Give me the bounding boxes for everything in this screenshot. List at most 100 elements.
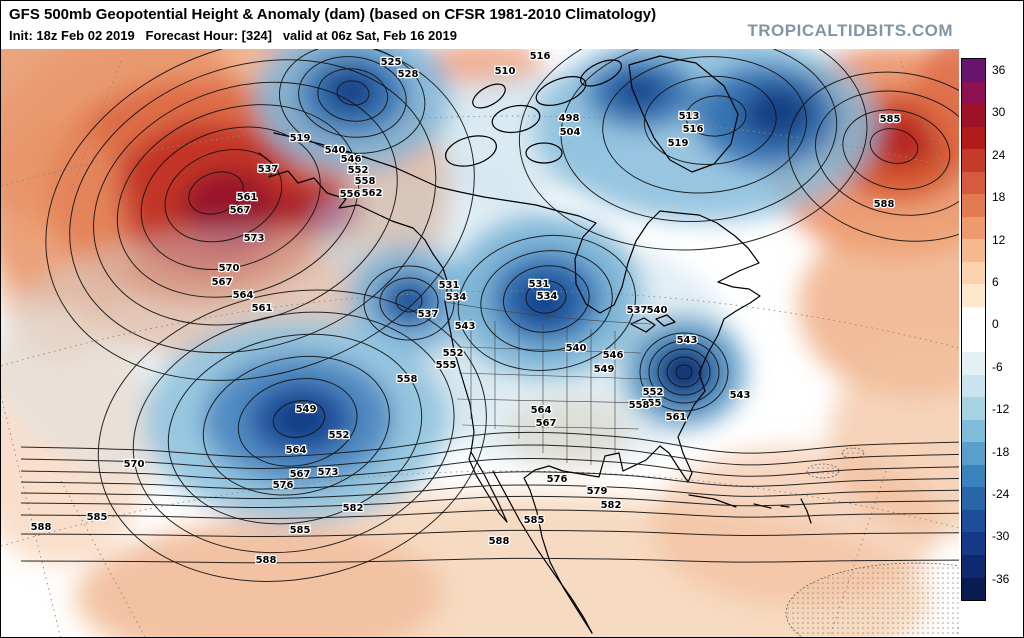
contour-value-label: 540 [566,343,587,354]
contour-value-label: 556 [340,189,361,200]
contour-value-label: 525 [381,57,402,68]
height-contour [97,289,487,582]
contour-value-label: 582 [343,503,364,514]
height-contour [188,171,244,215]
arctic-island [580,59,622,87]
colorbar-tick-label: -36 [992,571,1010,586]
height-contour [69,59,437,354]
height-contour [132,311,455,554]
anomaly-blob [392,288,424,314]
contour-value-label: 555 [436,360,457,371]
contour-value-label: 582 [601,500,622,511]
contour-value-label: 555 [641,398,662,409]
longitude-line [900,60,950,187]
colorbar-tick-label: 24 [992,147,1006,162]
contour-value-label: 573 [244,233,265,244]
longitude-line [60,480,146,637]
arctic-island [445,135,497,167]
height-contour [272,400,326,438]
height-contour [20,484,959,500]
height-contour [363,265,455,341]
contour-value-label: 543 [730,390,751,401]
contour-value-label: 564 [286,445,307,456]
colorbar-tick-label: -24 [992,487,1010,501]
contour-value-label: 564 [233,290,254,301]
colorbar-tick-label: -12 [992,402,1010,417]
contour-value-label: 588 [874,199,895,210]
contour-value-label: 552 [329,430,350,441]
longitude-line [829,470,887,637]
contour-value-label: 504 [560,127,581,138]
colorbar-tick-label: 0 [992,317,999,332]
contour-value-label: 537 [258,164,279,175]
island-stipple [841,447,865,459]
height-contour [20,509,959,520]
height-contour [685,95,747,137]
contour-value-label: 561 [666,412,687,423]
height-contour [457,234,636,371]
lesser-antilles [800,498,812,524]
contour-value-label: 549 [594,364,615,375]
height-contour [502,265,590,333]
contour-value-label: 540 [647,305,668,316]
height-contour-layer [20,49,959,582]
contour-value-label: 537 [627,305,648,316]
height-contour [20,431,959,458]
height-contour [167,333,423,525]
height-contour [643,75,777,166]
height-contour [648,340,720,404]
height-contour [675,364,693,380]
height-contour [602,56,807,194]
height-contour [317,68,389,122]
height-contour [480,250,613,352]
anomaly-blob [865,112,937,168]
contour-value-label: 576 [273,480,294,491]
arctic-island [491,104,541,134]
us-canada-border [444,301,652,325]
height-contour [93,81,398,326]
height-contour [639,332,729,412]
chart-init-forecast-valid-line: Init: 18z Feb 02 2019 Forecast Hour: [32… [9,28,457,43]
height-contour [202,355,390,496]
cuba [688,494,737,508]
latitude-line [1,290,959,367]
contour-value-label: 519 [290,133,311,144]
contour-value-label: 516 [530,51,551,62]
contour-value-label: 534 [537,291,558,302]
height-contour [20,529,959,538]
contour-value-label: 567 [212,277,233,288]
height-contour [164,148,283,243]
height-contour [237,377,358,467]
height-contour [395,289,423,313]
height-contour [20,495,959,509]
colorbar-tick-label: 6 [992,275,999,289]
height-contour [787,71,959,242]
height-contour [278,49,426,154]
contour-value-label: 558 [629,400,650,411]
contour-value-label: 585 [290,525,311,536]
contour-value-label: 510 [495,66,516,77]
contour-value-label: 519 [668,138,689,149]
height-contour [116,104,360,298]
contour-value-label: 570 [124,459,145,470]
arctic-island [472,83,506,109]
height-contour [657,348,711,396]
coastline-hudson-bay [437,186,661,314]
height-contour [869,128,919,164]
arctic-island [525,142,563,164]
height-contour [336,80,370,106]
contour-value-label: 531 [529,279,550,290]
colorbar-tick-label: -6 [992,359,1003,374]
height-contour [518,49,868,251]
contour-value-label: 534 [446,292,467,303]
colorbar-tick-label: 30 [992,105,1006,120]
height-contour [20,458,959,481]
contour-value-label: 552 [348,165,369,176]
site-watermark: TROPICALTIDBITS.COM [747,21,953,40]
contour-value-label: 543 [455,321,476,332]
contour-value-label: 546 [341,154,362,165]
contour-value-label: 543 [677,335,698,346]
